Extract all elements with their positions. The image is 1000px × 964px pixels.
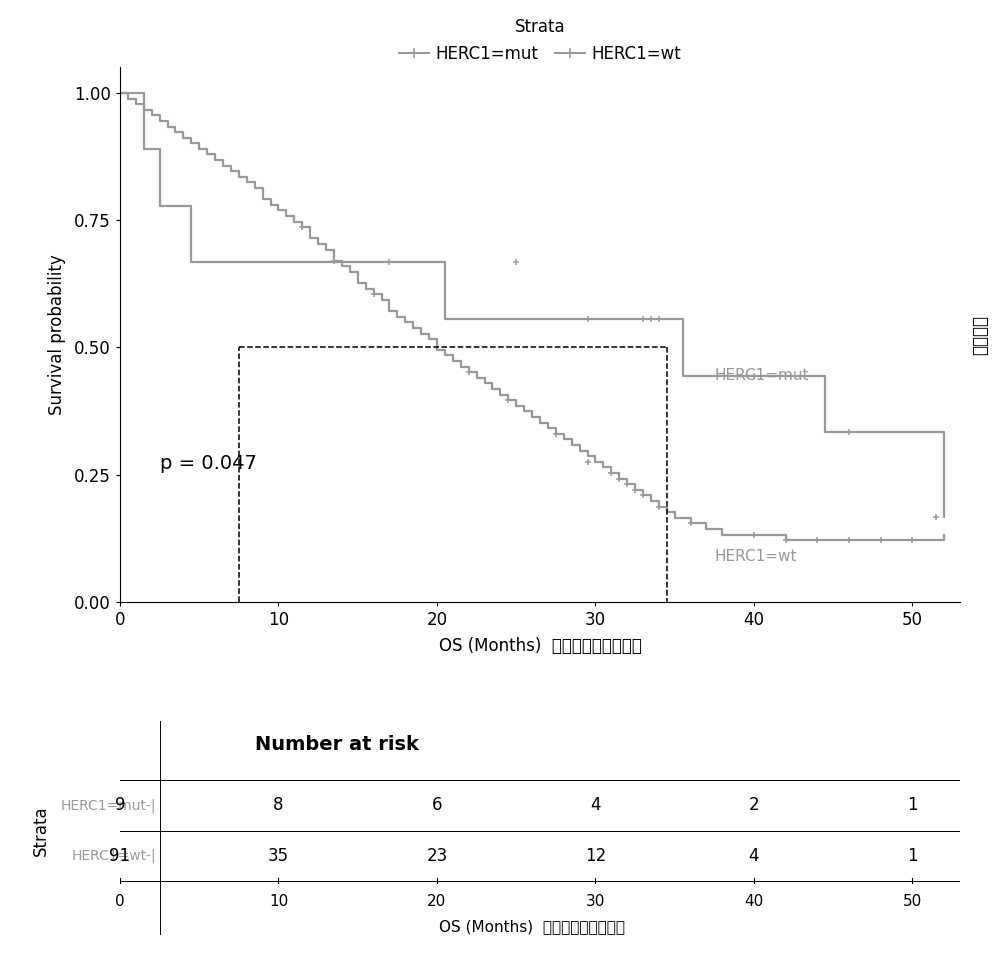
X-axis label: OS (Months)  总体生存时间（月）: OS (Months) 总体生存时间（月） xyxy=(439,637,641,656)
Text: 4: 4 xyxy=(749,846,759,865)
Text: 4: 4 xyxy=(590,796,601,815)
Text: 6: 6 xyxy=(432,796,442,815)
Text: 50: 50 xyxy=(903,895,922,909)
Text: p = 0.047: p = 0.047 xyxy=(160,454,256,473)
Text: 1: 1 xyxy=(907,846,918,865)
Text: 23: 23 xyxy=(426,846,448,865)
Text: Number at risk: Number at risk xyxy=(255,735,419,754)
Y-axis label: 生存概率: 生存概率 xyxy=(971,314,989,355)
Text: 35: 35 xyxy=(268,846,289,865)
Text: HERC1=wt-|: HERC1=wt-| xyxy=(72,848,156,863)
Text: 40: 40 xyxy=(744,895,764,909)
Text: 10: 10 xyxy=(269,895,288,909)
Text: 0: 0 xyxy=(115,895,125,909)
Text: Strata: Strata xyxy=(32,805,50,856)
Text: 30: 30 xyxy=(586,895,605,909)
Text: HERC1=wt: HERC1=wt xyxy=(714,549,797,565)
Y-axis label: Survival probability: Survival probability xyxy=(48,254,66,415)
Text: 9: 9 xyxy=(115,796,125,815)
Text: 8: 8 xyxy=(273,796,284,815)
Legend: HERC1=mut, HERC1=wt: HERC1=mut, HERC1=wt xyxy=(392,12,688,69)
Text: HERC1=mut-|: HERC1=mut-| xyxy=(61,798,156,813)
Text: 12: 12 xyxy=(585,846,606,865)
Text: 2: 2 xyxy=(749,796,759,815)
Text: 20: 20 xyxy=(427,895,447,909)
Text: 1: 1 xyxy=(907,796,918,815)
Text: OS (Months)  总体生存时间（月）: OS (Months) 总体生存时间（月） xyxy=(439,919,625,934)
Text: HERC1=mut: HERC1=mut xyxy=(714,368,809,383)
Text: 91: 91 xyxy=(109,846,131,865)
